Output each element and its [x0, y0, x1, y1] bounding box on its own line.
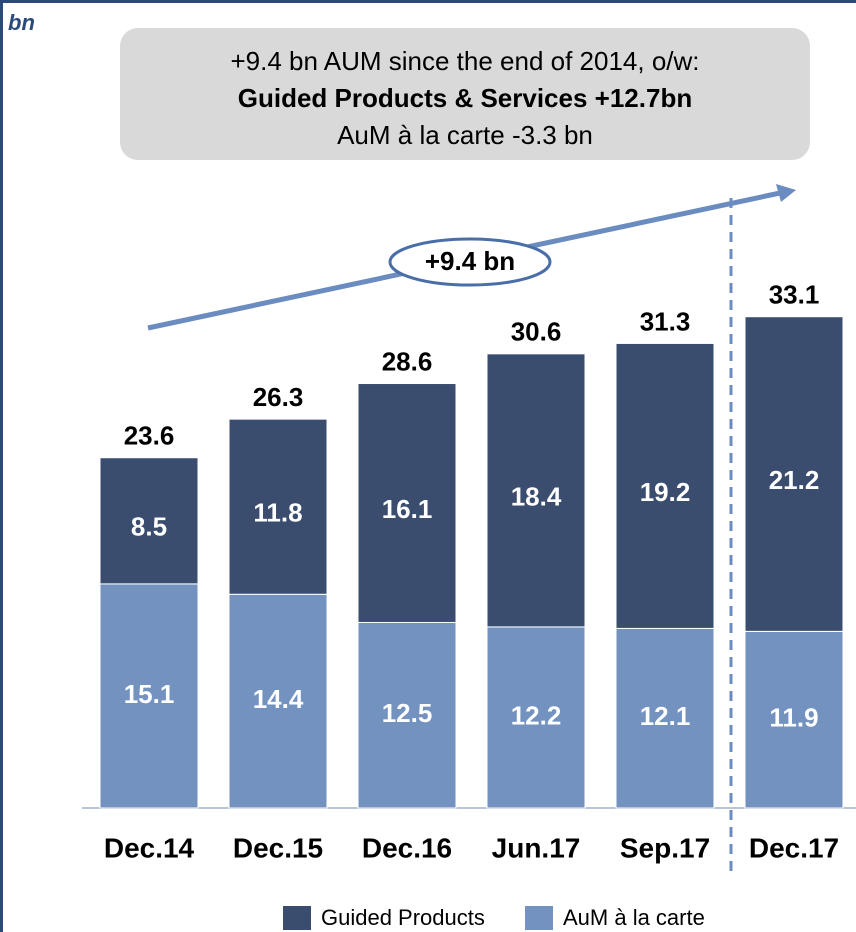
segment-label: 12.2	[511, 700, 562, 730]
segment-label: 14.4	[253, 684, 304, 714]
x-tick-label: Jun.17	[492, 832, 581, 863]
segment-label: 18.4	[511, 481, 562, 511]
annotation-line: Guided Products & Services +12.7bn	[238, 83, 692, 113]
bar-segment	[615, 342, 715, 629]
total-label: 28.6	[382, 346, 433, 376]
bar-segment	[99, 583, 199, 809]
arrow-label-bubble	[388, 237, 552, 287]
total-label: 31.3	[640, 306, 691, 336]
legend-label: AuM à la carte	[563, 905, 705, 930]
segment-label: 11.9	[769, 703, 818, 733]
x-tick-label: Sep.17	[620, 832, 710, 863]
arrow-label: +9.4 bn	[425, 246, 515, 276]
bar-segment	[615, 627, 715, 809]
x-tick-label: Dec.14	[104, 832, 195, 863]
bar-segment	[357, 383, 457, 623]
segment-label: 16.1	[382, 494, 433, 524]
total-label: 30.6	[511, 317, 562, 347]
annotation-box	[120, 28, 810, 160]
bar-segment	[486, 626, 586, 809]
legend-swatch	[525, 906, 553, 930]
x-tick-label: Dec.17	[749, 832, 839, 863]
legend-label: Guided Products	[321, 905, 485, 930]
segment-label: 11.8	[253, 498, 302, 528]
x-tick-label: Dec.16	[362, 832, 452, 863]
segment-label: 12.5	[382, 698, 433, 728]
bar-segment	[228, 593, 328, 809]
segment-label: 21.2	[769, 465, 820, 495]
segment-label: 15.1	[124, 679, 175, 709]
bar-segment	[744, 316, 844, 632]
legend-swatch	[283, 906, 311, 930]
total-label: 33.1	[769, 280, 820, 310]
x-tick-label: Dec.15	[233, 832, 323, 863]
annotation-line: +9.4 bn AUM since the end of 2014, o/w:	[230, 46, 699, 76]
segment-label: 19.2	[640, 477, 691, 507]
arrow-head	[776, 184, 796, 202]
total-label: 26.3	[253, 382, 304, 412]
bar-segment	[99, 457, 199, 585]
annotation-line: AuM à la carte -3.3 bn	[337, 120, 593, 150]
bar-segment	[228, 418, 328, 595]
bar-segment	[486, 353, 586, 628]
total-label: 23.6	[124, 421, 175, 451]
unit-label: bn	[8, 10, 35, 35]
segment-label: 8.5	[131, 512, 167, 542]
bar-segment	[744, 630, 844, 809]
segment-label: 12.1	[640, 701, 691, 731]
